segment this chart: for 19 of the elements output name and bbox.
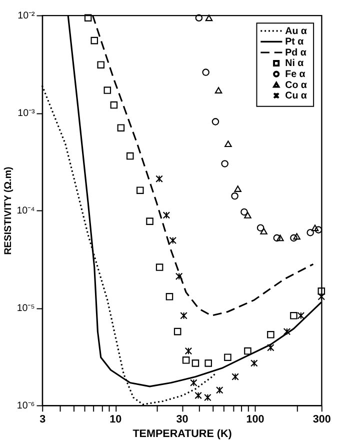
legend-label: Pd α xyxy=(285,47,306,58)
x-tick-label: 3 xyxy=(40,413,46,426)
x-tick-label: 300 xyxy=(312,413,331,426)
legend-label: Ni α xyxy=(285,58,304,70)
legend-label: Fe α xyxy=(285,68,306,80)
legend-label: Au α xyxy=(285,26,307,37)
y-tick-label: 10⁻⁶ xyxy=(16,400,35,412)
x-tick-label: 10 xyxy=(110,413,122,426)
y-tick-label: 10⁻⁴ xyxy=(16,206,35,217)
x-tick-label: 100 xyxy=(246,413,264,426)
legend-label: Cu α xyxy=(285,90,307,102)
legend-label: Co α xyxy=(285,80,307,91)
x-tick-label: 30 xyxy=(176,413,188,426)
x-axis-title: TEMPERATURE (K) xyxy=(132,428,232,440)
y-tick-label: 10⁻² xyxy=(18,10,36,22)
y-tick-label: 10⁻⁵ xyxy=(16,303,35,314)
y-tick-label: 10⁻³ xyxy=(18,108,36,120)
y-axis-title: RESISTIVITY (Ω.m) xyxy=(2,166,14,255)
legend-label: Pt α xyxy=(285,36,304,48)
